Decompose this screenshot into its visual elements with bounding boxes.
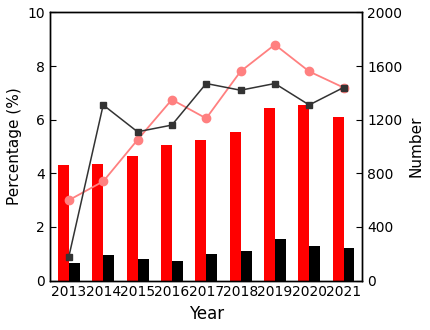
Bar [332,117,344,280]
Bar [344,248,354,280]
Bar [240,251,252,280]
Bar [126,156,138,280]
Bar [138,259,148,280]
Bar [230,132,240,280]
Bar [172,260,183,280]
Bar [298,105,309,280]
Bar [92,164,103,280]
Bar [264,108,275,280]
Bar [275,239,286,280]
Bar [206,254,217,280]
Bar [309,246,320,280]
Y-axis label: Percentage (%): Percentage (%) [7,88,22,205]
Bar [195,140,206,280]
X-axis label: Year: Year [189,305,224,323]
Bar [103,255,114,280]
Bar [69,263,80,280]
Bar [161,145,172,280]
Bar [58,165,69,280]
Y-axis label: Number: Number [408,116,423,177]
